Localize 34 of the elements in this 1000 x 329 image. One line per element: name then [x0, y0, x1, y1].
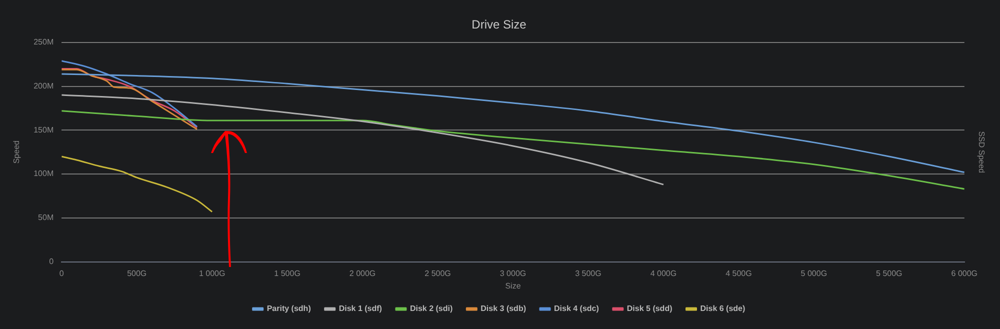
line-series — [62, 94, 664, 186]
y-tick-label: 250M — [34, 38, 54, 47]
legend-label: Disk 6 (sde) — [700, 304, 746, 314]
y-tick-label: 150M — [34, 125, 54, 134]
chart-title: Drive Size — [472, 18, 527, 32]
legend-label: Disk 5 (sdd) — [626, 304, 673, 314]
x-tick-label: 4 500G — [726, 268, 752, 278]
x-tick-label: 6 000G — [951, 268, 978, 278]
x-axis-title: Size — [505, 281, 522, 290]
legend-label: Disk 4 (sdc) — [554, 304, 600, 314]
y-axis-title: Speed — [12, 140, 22, 164]
legend-label: Disk 2 (sdi) — [410, 304, 453, 314]
x-tick-label: 500G — [127, 268, 147, 278]
x-tick-label: 4 000G — [650, 268, 677, 278]
y-tick-label: 200M — [34, 81, 54, 90]
legend-label: Disk 3 (sdb) — [480, 304, 526, 314]
legend-label: Parity (sdh) — [266, 304, 312, 314]
x-tick-label: 3 000G — [500, 268, 526, 278]
x-tick-label: 1 000G — [198, 268, 226, 278]
x-tick-label: 2 000G — [349, 268, 376, 278]
y-tick-label: 50M — [38, 213, 54, 222]
x-tick-label: 3 500G — [575, 268, 602, 278]
x-tick-label: 5 000G — [800, 268, 828, 278]
x-tick-label: 2 500G — [424, 268, 451, 278]
line-series — [62, 110, 964, 190]
line-series — [62, 156, 213, 213]
x-tick-label: 0 — [59, 268, 64, 278]
legend-label: Disk 1 (sdf) — [338, 304, 382, 314]
x-tick-label: 5 500G — [876, 268, 902, 278]
y-tick-label: 0 — [49, 257, 54, 266]
y-tick-label: 100M — [34, 169, 54, 178]
line-series — [62, 73, 964, 174]
y2-axis-title: SSD Speed — [976, 131, 986, 174]
x-tick-label: 1 500G — [274, 268, 300, 278]
